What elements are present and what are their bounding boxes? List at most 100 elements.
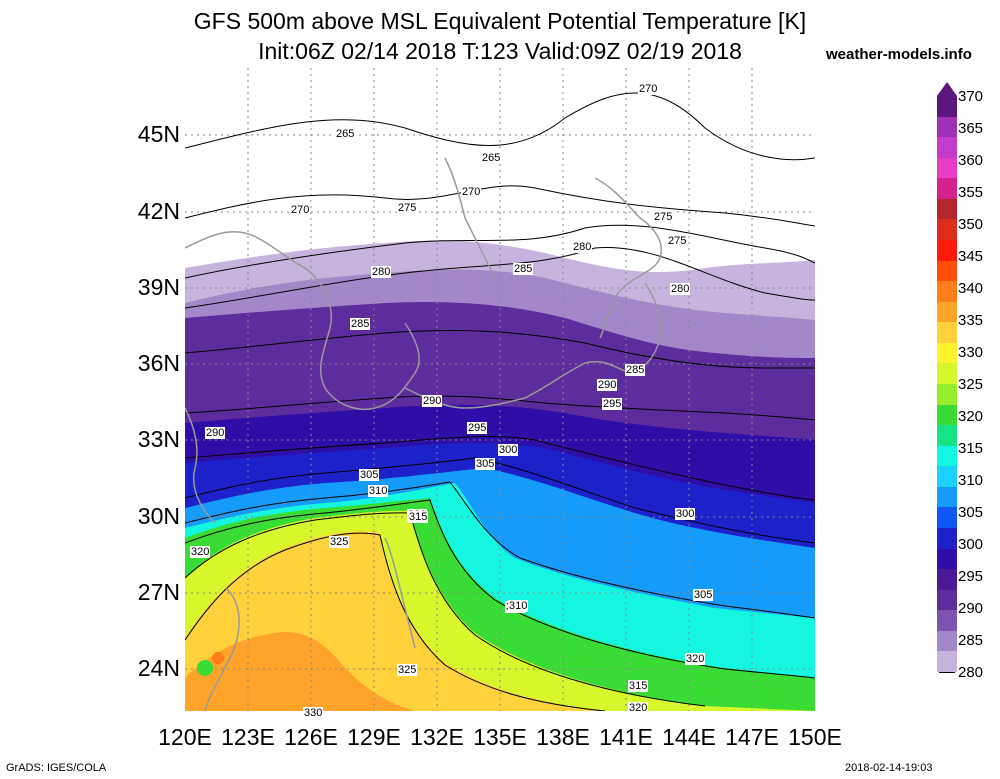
contour-label: 290 <box>205 427 226 439</box>
contour-label: 295 <box>602 398 623 410</box>
contour-label: 285 <box>350 318 371 330</box>
lat-label-36n: 36N <box>137 350 180 376</box>
contour-label: 315 <box>628 680 649 692</box>
colorbar-swatch <box>937 178 957 200</box>
colorbar-label: 290 <box>958 600 984 617</box>
colorbar-label: 345 <box>958 248 984 265</box>
lon-label-144e: 144E <box>662 724 716 750</box>
colorbar-label: 350 <box>958 216 984 233</box>
contour-label: 275 <box>653 211 674 223</box>
contour-label: 285 <box>513 263 534 275</box>
contour-label: 305 <box>359 469 380 481</box>
lat-label-42n: 42N <box>137 198 180 224</box>
contour-label: 325 <box>329 536 350 548</box>
contour-label: 305 <box>693 589 714 601</box>
brand-label: weather-models.info <box>826 46 972 63</box>
colorbar-bottom-arrow <box>937 672 957 686</box>
lon-label-147e: 147E <box>725 724 779 750</box>
contour-label: 320 <box>685 653 706 665</box>
colorbar-label: 370 <box>958 88 984 105</box>
contour-label: 265 <box>481 152 502 164</box>
colorbar-label: 285 <box>958 632 984 649</box>
lat-label-27n: 27N <box>137 579 180 605</box>
colorbar-swatch <box>937 157 957 179</box>
lat-label-30n: 30N <box>137 503 180 529</box>
lon-label-138e: 138E <box>536 724 590 750</box>
colorbar-label: 310 <box>958 472 984 489</box>
contour-label: 270 <box>638 83 659 95</box>
colorbar-swatch <box>937 425 957 447</box>
colorbar-label: 300 <box>958 536 984 553</box>
contour-label: 275 <box>667 235 688 247</box>
colorbar-swatch <box>937 96 957 118</box>
lat-label-33n: 33N <box>137 426 180 452</box>
colorbar-label: 355 <box>958 184 984 201</box>
contour-label: 300 <box>498 444 519 456</box>
contour-label: 295 <box>467 422 488 434</box>
lon-label-135e: 135E <box>473 724 527 750</box>
colorbar-swatch <box>937 322 957 344</box>
colorbar-swatch <box>937 342 957 364</box>
lat-label-39n: 39N <box>137 274 180 300</box>
colorbar-swatch <box>937 281 957 303</box>
colorbar-label: 325 <box>958 376 984 393</box>
colorbar-swatch <box>937 260 957 282</box>
band-330 <box>185 632 415 711</box>
colorbar-label: 320 <box>958 408 984 425</box>
footer-credit: GrADS: IGES/COLA <box>6 762 107 774</box>
colorbar-swatch <box>937 486 957 508</box>
contour-label: 280 <box>670 283 691 295</box>
colorbar-label: 315 <box>958 440 984 457</box>
colorbar-swatch <box>937 445 957 467</box>
gridlines <box>185 68 815 711</box>
colorbar-label: 305 <box>958 504 984 521</box>
colorbar-swatch <box>937 301 957 323</box>
colorbar-label: 295 <box>958 568 984 585</box>
colorbar-swatch <box>937 630 957 652</box>
chart-subtitle: Init:06Z 02/14 2018 T:123 Valid:09Z 02/1… <box>258 38 742 64</box>
colorbar-swatch <box>937 404 957 426</box>
contour-label: 325 <box>397 664 418 676</box>
colorbar-swatch <box>937 137 957 159</box>
map-svg <box>185 68 815 711</box>
colorbar-swatch <box>937 610 957 632</box>
lon-label-126e: 126E <box>284 724 338 750</box>
colorbar-swatch <box>937 363 957 385</box>
lon-label-150e: 150E <box>788 724 842 750</box>
contour-label: 300 <box>675 508 696 520</box>
contour-label: 265 <box>335 128 356 140</box>
colorbar-swatch <box>937 116 957 138</box>
contour-label: 275 <box>397 202 418 214</box>
colorbar-label: 365 <box>958 120 984 137</box>
colorbar-top-arrow <box>937 82 957 96</box>
colorbar-bottom-outline <box>939 672 955 673</box>
coastlines <box>185 157 662 711</box>
contour-label: 285 <box>625 364 646 376</box>
colorbar-label: 335 <box>958 312 984 329</box>
lon-label-120e: 120E <box>158 724 212 750</box>
colorbar-swatch <box>937 548 957 570</box>
colorbar-swatch <box>937 569 957 591</box>
colorbar-swatch <box>937 384 957 406</box>
colorbar-swatch <box>937 240 957 262</box>
contour-label: 320 <box>628 702 649 714</box>
colorbar-swatch <box>937 528 957 550</box>
contour-label: 280 <box>572 241 593 253</box>
contour-label: 290 <box>422 395 443 407</box>
contour-label: 270 <box>461 186 482 198</box>
chart-title: GFS 500m above MSL Equivalent Potential … <box>193 8 807 34</box>
colorbar-label: 360 <box>958 152 984 169</box>
contour-label: 290 <box>597 379 618 391</box>
contour-label: 315 <box>408 511 429 523</box>
footer-timestamp: 2018-02-14-19:03 <box>845 762 933 774</box>
contour-label: 310 <box>508 600 529 612</box>
contour-label: 320 <box>190 546 211 558</box>
island-marks <box>197 652 224 676</box>
lat-label-24n: 24N <box>137 655 180 681</box>
contour-label: 310 <box>368 485 389 497</box>
colorbar-swatch <box>937 507 957 529</box>
colorbar-swatch <box>937 651 957 673</box>
map-plot: 265 265 270 270 270 275 275 275 280 280 280 285 285 2… <box>185 68 815 719</box>
colorbar-swatch <box>937 219 957 241</box>
lat-label-45n: 45N <box>137 121 180 147</box>
